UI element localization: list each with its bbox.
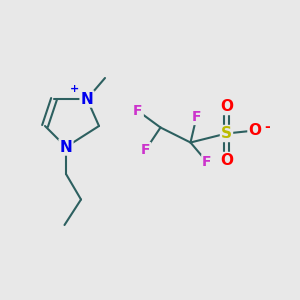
- Text: +: +: [70, 84, 79, 94]
- Text: F: F: [133, 104, 143, 118]
- Text: N: N: [81, 92, 93, 106]
- Text: S: S: [221, 126, 232, 141]
- Text: O: O: [220, 99, 233, 114]
- Text: N: N: [60, 140, 72, 154]
- Text: O: O: [220, 153, 233, 168]
- Text: F: F: [192, 110, 201, 124]
- Text: F: F: [202, 155, 212, 169]
- Text: -: -: [265, 120, 271, 134]
- Text: F: F: [141, 143, 150, 157]
- Text: O: O: [248, 123, 262, 138]
